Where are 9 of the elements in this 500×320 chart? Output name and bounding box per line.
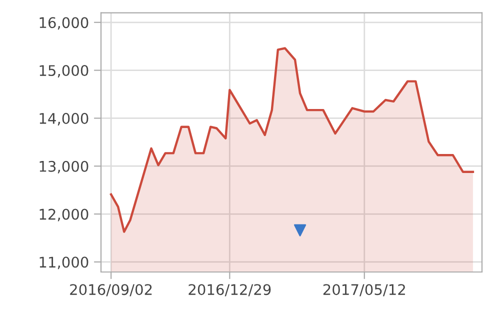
y-tick-label: 14,000: [40, 112, 88, 126]
x-tick-label: 2016/09/02: [70, 284, 152, 296]
y-tick-label: 16,000: [40, 17, 88, 30]
x-tick-label: 2017/05/12: [323, 284, 405, 296]
y-tick-label: 15,000: [40, 65, 88, 78]
x-tick-label: 2016/12/29: [188, 284, 271, 296]
y-tick-label: 13,000: [40, 160, 88, 174]
y-tick-label: 11,000: [40, 256, 88, 270]
y-tick-label: 12,000: [40, 208, 88, 222]
